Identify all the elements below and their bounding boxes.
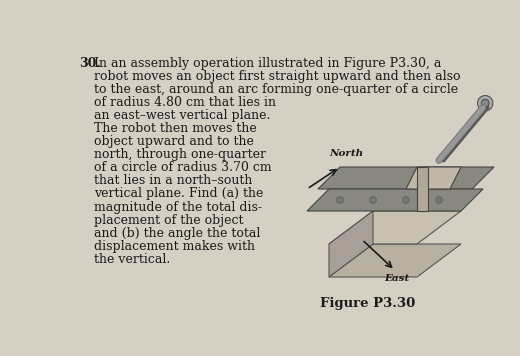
Polygon shape [329, 211, 373, 277]
Text: object upward and to the: object upward and to the [95, 135, 254, 148]
Text: north, through one-quarter: north, through one-quarter [95, 148, 266, 161]
Text: In an assembly operation illustrated in Figure P3.30, a: In an assembly operation illustrated in … [95, 57, 442, 69]
Polygon shape [417, 167, 428, 211]
Circle shape [481, 99, 489, 107]
Text: of a circle of radius 3.70 cm: of a circle of radius 3.70 cm [95, 161, 272, 174]
Polygon shape [318, 167, 494, 189]
Circle shape [477, 95, 493, 111]
Text: the vertical.: the vertical. [95, 253, 171, 266]
Text: that lies in a north–south: that lies in a north–south [95, 174, 253, 187]
Polygon shape [329, 244, 461, 277]
Circle shape [337, 197, 343, 203]
Circle shape [370, 197, 376, 203]
Text: and (b) the angle the total: and (b) the angle the total [95, 227, 261, 240]
Text: placement of the object: placement of the object [95, 214, 244, 227]
Text: East: East [384, 274, 409, 283]
Text: an east–west vertical plane.: an east–west vertical plane. [95, 109, 271, 122]
Text: North: North [329, 149, 363, 158]
Polygon shape [329, 211, 461, 244]
Circle shape [436, 197, 443, 203]
Polygon shape [406, 167, 461, 189]
Text: to the east, around an arc forming one-quarter of a circle: to the east, around an arc forming one-q… [95, 83, 459, 96]
Text: of radius 4.80 cm that lies in: of radius 4.80 cm that lies in [95, 96, 277, 109]
Text: vertical plane. Find (a) the: vertical plane. Find (a) the [95, 188, 264, 200]
Polygon shape [307, 189, 483, 211]
Text: 30.: 30. [79, 57, 101, 69]
Text: displacement makes with: displacement makes with [95, 240, 255, 253]
Text: magnitude of the total dis-: magnitude of the total dis- [95, 200, 263, 214]
Circle shape [402, 197, 409, 203]
Text: Figure P3.30: Figure P3.30 [320, 297, 415, 310]
Text: The robot then moves the: The robot then moves the [95, 122, 257, 135]
Text: robot moves an object first straight upward and then also: robot moves an object first straight upw… [95, 70, 461, 83]
